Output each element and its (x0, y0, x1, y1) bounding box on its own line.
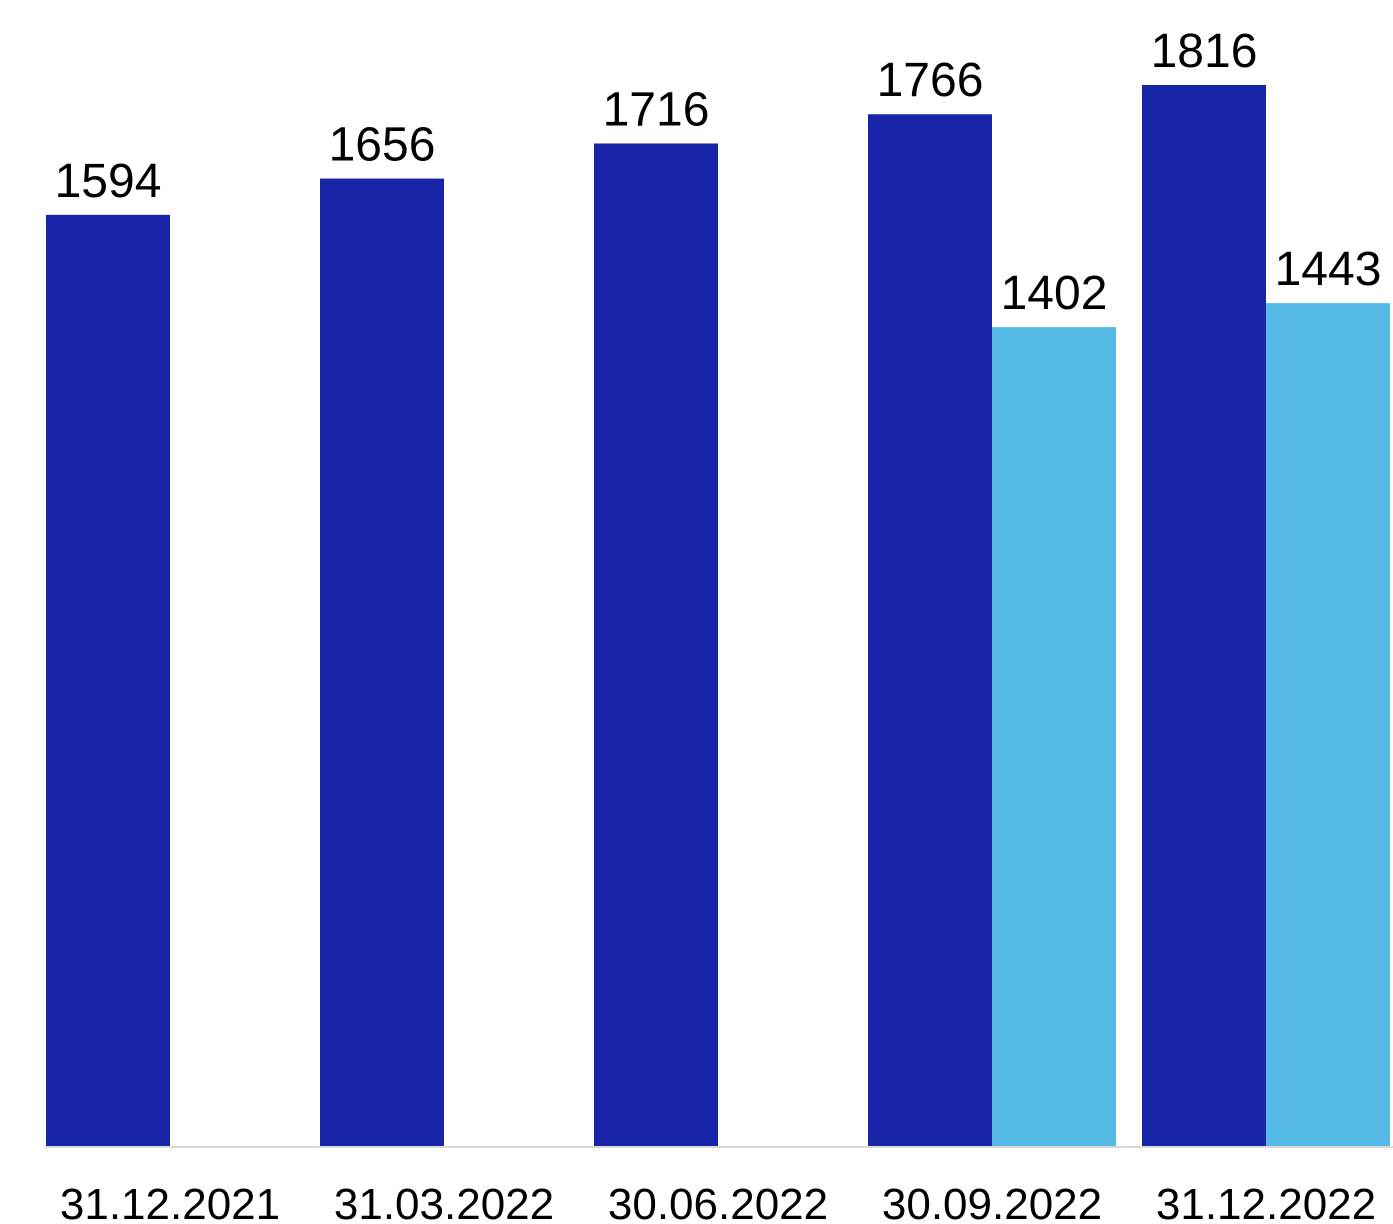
value-label-series-1-31.12.2021: 1594 (55, 155, 162, 208)
bar-series-2-31.12.2022 (1266, 303, 1390, 1147)
x-tick-label-30.09.2022: 30.09.2022 (882, 1180, 1102, 1224)
value-label-series-1-31.12.2022: 1816 (1151, 25, 1258, 78)
x-tick-label-30.06.2022: 30.06.2022 (608, 1180, 828, 1224)
value-label-series-1-31.03.2022: 1656 (329, 119, 436, 172)
value-label-series-1-30.06.2022: 1716 (603, 83, 710, 136)
bar-series-1-31.12.2021 (46, 214, 170, 1147)
bar-series-1-31.03.2022 (320, 178, 444, 1147)
x-tick-label-31.12.2021: 31.12.2021 (60, 1180, 280, 1224)
bar-series-1-30.09.2022 (868, 114, 992, 1147)
x-tick-label-31.12.2022: 31.12.2022 (1156, 1180, 1376, 1224)
value-label-series-2-31.12.2022: 1443 (1275, 243, 1382, 296)
x-tick-label-31.03.2022: 31.03.2022 (334, 1180, 554, 1224)
bar-series-1-31.12.2022 (1142, 85, 1266, 1147)
value-label-series-2-30.09.2022: 1402 (1001, 267, 1108, 320)
value-label-series-1-30.09.2022: 1766 (877, 54, 984, 107)
bar-series-2-30.09.2022 (992, 327, 1116, 1148)
bar-series-1-30.06.2022 (594, 143, 718, 1148)
